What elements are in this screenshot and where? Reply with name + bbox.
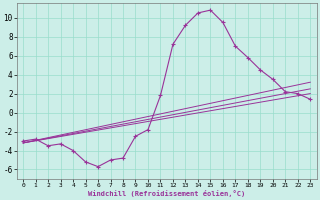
X-axis label: Windchill (Refroidissement éolien,°C): Windchill (Refroidissement éolien,°C) [88,190,245,197]
